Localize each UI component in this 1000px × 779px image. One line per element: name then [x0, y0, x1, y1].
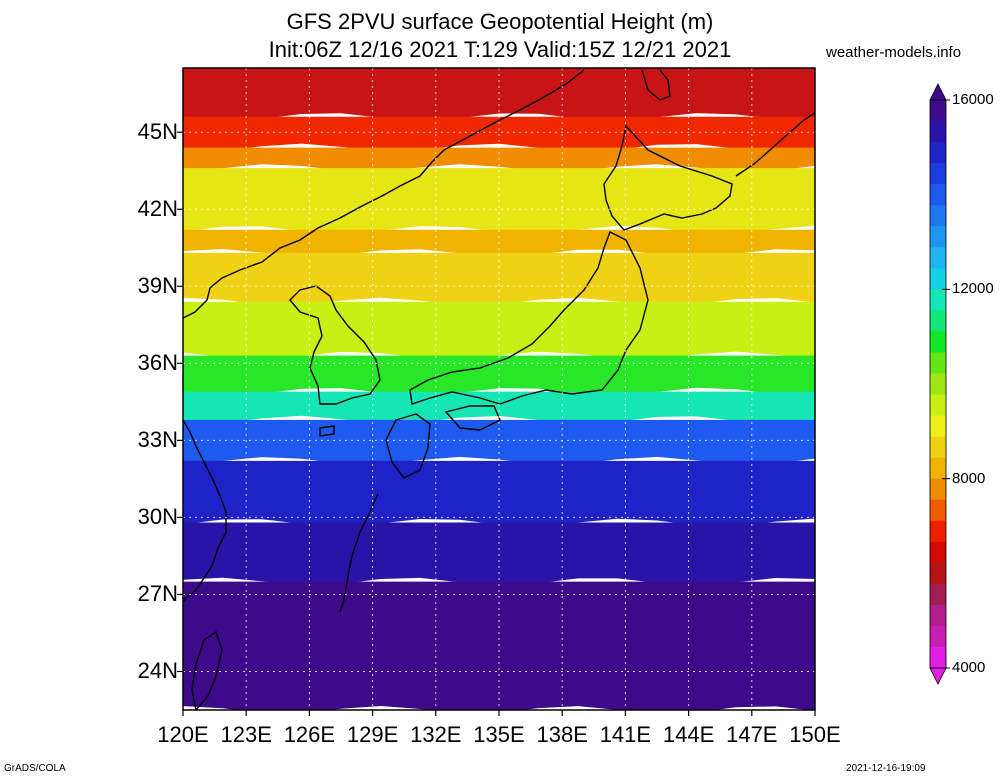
colorbar-label: 4000 [952, 659, 986, 676]
chart-title: GFS 2PVU surface Geopotential Height (m) [286, 9, 714, 34]
colorbar-swatch [930, 541, 946, 564]
axis-ticks [177, 131, 816, 716]
colorbar-swatch [930, 100, 946, 122]
shikoku-coast [444, 405, 501, 431]
gridlines [183, 68, 815, 710]
lon-tick-label: 129E [346, 722, 399, 747]
colorbar-swatch [930, 478, 946, 501]
colorbar-frame [929, 99, 947, 669]
honshu-coast [409, 231, 649, 405]
lat-tick-label: 39N [137, 273, 178, 299]
lat-tick-label: 36N [137, 350, 178, 376]
colorbar-swatch [930, 205, 946, 227]
china-coast [183, 419, 227, 603]
colorbar-swatch [930, 331, 946, 353]
lon-tick-label: 138E [536, 722, 588, 747]
colorbar-label: 8000 [952, 469, 986, 487]
colorbar-swatch [930, 436, 946, 459]
colorbar-swatch [930, 289, 946, 311]
colorbar-swatch [930, 394, 946, 417]
zone-blue-2 [183, 460, 815, 527]
korea-coast [289, 285, 381, 405]
colorbar-swatch [930, 499, 946, 522]
colorbar-swatch [930, 184, 946, 206]
zone-cyan [183, 391, 815, 424]
site-credit: weather-models.info [826, 44, 962, 61]
lon-tick-label: 135E [473, 722, 525, 747]
colorbar-bottom-arrow [929, 667, 947, 685]
colorbar-swatch [930, 415, 946, 438]
lat-tick-label: 27N [137, 581, 178, 607]
lon-tick-label: 126E [283, 722, 336, 747]
colorbar-swatch [930, 247, 946, 269]
colorbar-swatch [930, 625, 946, 648]
lon-tick-label: 120E [157, 722, 209, 747]
lat-tick-label: 24N [137, 658, 178, 684]
colorbar-swatch [930, 520, 946, 543]
colorbar-swatch [930, 583, 946, 606]
colorbar-swatch [930, 457, 946, 480]
lon-tick-label: 141E [599, 722, 652, 747]
lat-tick-label: 45N [137, 119, 178, 145]
software-credit: GrADS/COLA [4, 763, 66, 774]
colorbar-swatch [930, 373, 946, 396]
colorbar-swatch [930, 163, 946, 185]
chart-subtitle: Init:06Z 12/16 2021 T:129 Valid:15Z 12/2… [268, 37, 732, 62]
jeju-coast [319, 425, 335, 437]
zone-polar [183, 68, 815, 121]
colorbar-swatch [930, 142, 946, 164]
kuril-coast [735, 111, 815, 177]
colorbar-label: 12000 [952, 280, 994, 298]
lat-tick-label: 33N [137, 427, 178, 453]
taiwan-coast [191, 630, 223, 710]
colorbar-swatch [930, 604, 946, 627]
colorbar [929, 83, 950, 685]
colorbar-swatch [930, 562, 946, 585]
zone-blue-1 [183, 419, 815, 465]
lat-tick-label: 42N [137, 196, 178, 222]
lon-tick-label: 144E [662, 722, 715, 747]
sakhalin-coast [641, 69, 671, 101]
ryukyu-coast [339, 493, 379, 613]
lat-tick-label: 30N [137, 504, 178, 530]
colorbar-swatch [930, 646, 946, 669]
kyushu-coast [385, 413, 431, 479]
coastlines [183, 69, 815, 710]
colorbar-swatch [930, 121, 946, 143]
mainland-coast [183, 69, 585, 319]
colorbar-top-arrow [929, 83, 947, 101]
lon-tick-label: 132E [410, 722, 462, 747]
lon-tick-label: 123E [220, 722, 272, 747]
lon-tick-label: 150E [789, 722, 841, 747]
lon-tick-label: 147E [726, 722, 778, 747]
colorbar-label: 16000 [952, 91, 994, 108]
hokkaido-coast [603, 124, 733, 231]
timestamp: 2021-12-16-19:09 [846, 763, 926, 774]
colorbar-swatch [930, 268, 946, 290]
colorbar-swatch [930, 310, 946, 332]
colorbar-swatch [930, 226, 946, 248]
colorbar-swatch [930, 352, 946, 374]
